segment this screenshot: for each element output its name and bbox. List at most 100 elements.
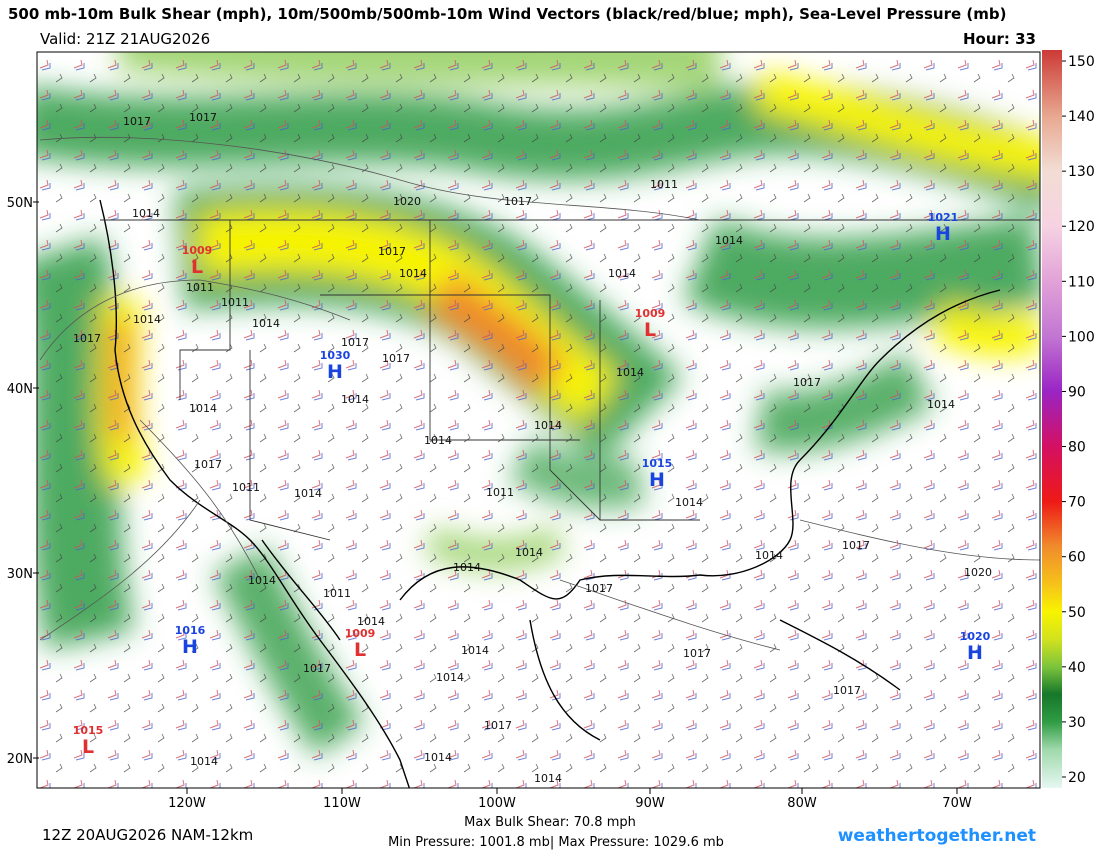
isobar-label: 1011: [232, 481, 260, 494]
map: [37, 52, 1040, 788]
center-pressure: 1009: [345, 627, 376, 640]
model-run: 12Z 20AUG2026 NAM-12km: [42, 826, 253, 844]
isobar-label: 1014: [252, 317, 280, 330]
colorbar-tick-label: 140: [1068, 109, 1095, 125]
center-pressure: 1020: [960, 630, 991, 643]
isobar-label: 1014: [534, 772, 562, 785]
isobar-label: 1014: [616, 366, 644, 379]
colorbar: [1042, 50, 1062, 788]
colorbar-tick-label: 20: [1068, 770, 1086, 786]
isobar-label: 1014: [294, 487, 322, 500]
isobar-label: 1014: [927, 398, 955, 411]
longitude-label: 100W: [478, 796, 516, 811]
center-pressure: 1016: [175, 624, 206, 637]
center-symbol: L: [82, 736, 94, 758]
center-symbol: L: [644, 319, 656, 341]
isobar-label: 1014: [755, 549, 783, 562]
colorbar-tick-label: 130: [1068, 164, 1095, 180]
center-pressure: 1021: [928, 211, 959, 224]
valid-time: Valid: 21Z 21AUG2026: [40, 30, 210, 48]
latitude-label: 30N: [7, 567, 33, 582]
isobar-label: 1017: [842, 539, 870, 552]
center-pressure: 1030: [320, 349, 351, 362]
isobar-label: 1011: [486, 486, 514, 499]
colorbar-tick-label: 40: [1068, 660, 1086, 676]
isobar-label: 1014: [534, 419, 562, 432]
isobar-label: 1014: [189, 402, 217, 415]
center-pressure: 1015: [73, 724, 104, 737]
isobar-label: 1014: [357, 615, 385, 628]
isobar-label: 1011: [323, 587, 351, 600]
isobar-label: 1020: [964, 566, 992, 579]
isobar-label: 1014: [461, 644, 489, 657]
isobar-label: 1017: [833, 684, 861, 697]
longitude-label: 70W: [942, 796, 972, 811]
isobar-label: 1011: [186, 281, 214, 294]
center-pressure: 1009: [182, 244, 213, 257]
isobar-label: 1014: [399, 267, 427, 280]
isobar-label: 1017: [484, 719, 512, 732]
latitude-label: 40N: [7, 382, 33, 397]
isobar-label: 1017: [793, 376, 821, 389]
isobar-label: 1014: [453, 561, 481, 574]
isobar-label: 1014: [608, 267, 636, 280]
site-credit: weathertogether.net: [838, 826, 1036, 846]
isobar-label: 1017: [73, 332, 101, 345]
wind-barbs: [37, 52, 1040, 788]
colorbar-tick-label: 50: [1068, 605, 1086, 621]
isobar-label: 1014: [515, 546, 543, 559]
center-symbol: H: [935, 223, 951, 245]
latitude-label: 20N: [7, 752, 33, 767]
colorbar-tick-label: 30: [1068, 715, 1086, 731]
map-frame: [36, 51, 1041, 789]
isobar-label: 1017: [585, 582, 613, 595]
isobar-label: 1017: [504, 195, 532, 208]
longitude-label: 110W: [323, 796, 361, 811]
isobars: [39, 137, 1040, 651]
center-symbol: H: [649, 469, 665, 491]
colorbar-tick-label: 150: [1068, 54, 1095, 70]
isobar-label: 1017: [189, 111, 217, 124]
pressure-range: Min Pressure: 1001.8 mb| Max Pressure: 1…: [388, 835, 724, 850]
isobar-label: 1011: [650, 178, 678, 191]
center-symbol: H: [967, 642, 983, 664]
isobar-label: 1017: [303, 662, 331, 675]
title: 500 mb-10m Bulk Shear (mph), 10m/500mb/5…: [8, 5, 1006, 23]
colorbar-tick-label: 60: [1068, 550, 1086, 566]
colorbar-tick-label: 90: [1068, 384, 1086, 400]
forecast-hour: Hour: 33: [963, 30, 1036, 48]
colorbar-tick-label: 100: [1068, 329, 1095, 345]
center-pressure: 1009: [635, 307, 666, 320]
isobar-label: 1014: [133, 313, 161, 326]
colorbar-tick-label: 110: [1068, 274, 1095, 290]
center-pressure: 1015: [642, 457, 673, 470]
isobar-label: 1017: [341, 336, 369, 349]
colorbar-tick-label: 80: [1068, 440, 1086, 456]
isobar-label: 1014: [424, 434, 452, 447]
isobar-label: 1014: [341, 393, 369, 406]
colorbar-tick-label: 70: [1068, 495, 1086, 511]
longitude-label: 120W: [168, 796, 206, 811]
isobar-label: 1014: [436, 671, 464, 684]
isobar-label: 1017: [382, 352, 410, 365]
center-symbol: H: [182, 636, 198, 658]
isobar-label: 1014: [715, 234, 743, 247]
isobar-label: 1020: [393, 195, 421, 208]
latitude-label: 50N: [7, 196, 33, 211]
longitude-label: 90W: [635, 796, 665, 811]
center-symbol: H: [327, 361, 343, 383]
max-shear: Max Bulk Shear: 70.8 mph: [464, 815, 636, 830]
isobar-label: 1014: [248, 574, 276, 587]
longitude-label: 80W: [787, 796, 817, 811]
isobar-label: 1011: [221, 296, 249, 309]
isobar-label: 1017: [123, 115, 151, 128]
colorbar-tick-label: 120: [1068, 219, 1095, 235]
isobar-label: 1017: [194, 458, 222, 471]
isobar-label: 1014: [675, 496, 703, 509]
isobar-label: 1014: [190, 755, 218, 768]
isobar-label: 1017: [378, 245, 406, 258]
center-symbol: L: [354, 639, 366, 661]
coastlines: [99, 199, 1001, 788]
